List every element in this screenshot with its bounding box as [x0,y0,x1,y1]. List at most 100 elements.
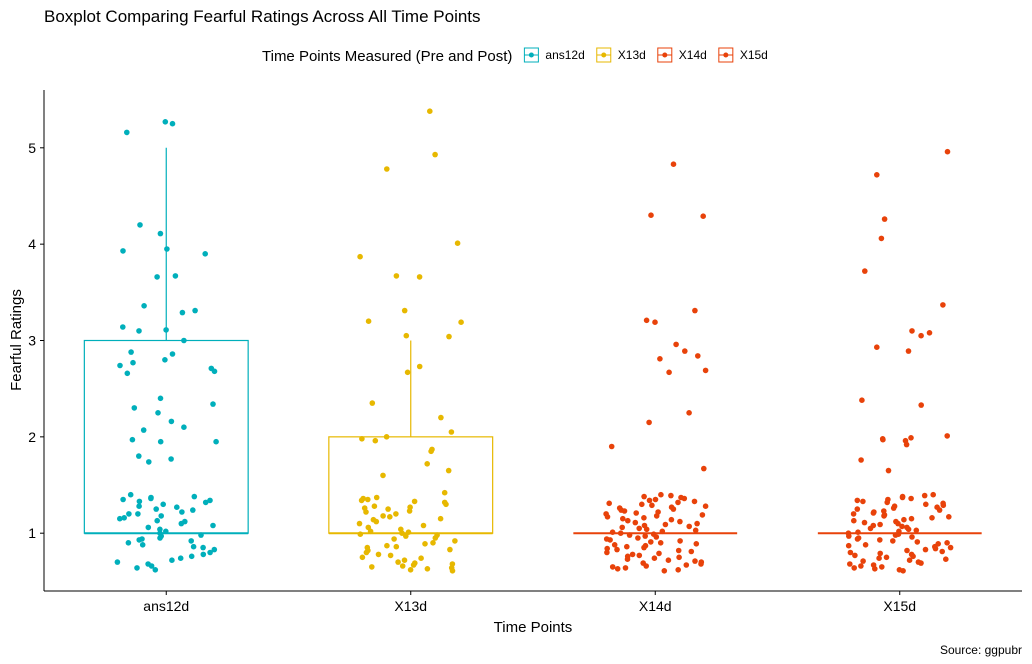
data-point [136,537,142,543]
data-point [416,363,423,370]
data-point [447,546,453,553]
data-point [213,438,219,445]
data-point [163,528,169,535]
data-point [446,333,452,340]
data-point [136,453,142,459]
data-point [872,566,878,572]
data-point [404,369,411,376]
data-point [448,429,455,435]
data-point [146,459,152,465]
data-point [620,515,626,522]
data-point [410,562,417,568]
data-point [403,332,410,339]
data-point [632,519,639,526]
y-axis-ticks: 1 2 3 4 5 [28,140,44,541]
data-point [633,510,639,516]
data-point [609,529,616,535]
data-point [854,506,861,512]
data-point [870,510,877,516]
data-point [940,302,946,308]
data-point [140,427,147,433]
data-point [698,561,704,567]
data-point [700,213,706,219]
data-point [670,506,677,512]
data-point [120,324,126,330]
data-point [658,491,664,498]
data-point [652,319,658,326]
data-point [636,525,642,532]
data-point [152,567,159,573]
legend: Time Points Measured (Pre and Post) ans1… [262,47,768,65]
legend-entry-X13d: X13d [596,47,646,63]
y-tick-label: 1 [28,525,36,541]
data-point [643,563,649,569]
series-X15d [817,148,982,574]
data-point [192,307,198,314]
x-axis-label: Time Points [494,619,573,636]
data-point [860,498,866,505]
data-point [157,395,164,402]
y-tick-label: 3 [28,333,36,349]
data-point [892,532,899,538]
data-point [930,491,936,498]
data-point [862,542,869,548]
plot-area [83,108,982,574]
data-point [675,567,681,573]
data-point [851,517,857,524]
data-point [883,554,890,561]
data-point [692,527,699,534]
data-point [432,151,438,158]
data-point [649,502,655,509]
data-point [136,498,143,505]
series-X14d [573,161,738,574]
data-point [139,542,146,548]
data-point [608,443,615,450]
data-point [909,534,915,540]
data-point [127,491,134,498]
legend-entry-ans12d: ans12d [523,47,585,63]
data-point [648,212,654,218]
data-point [657,540,664,546]
data-point [906,557,913,563]
data-point [395,559,401,565]
data-point [675,547,682,554]
data-point [932,545,939,552]
data-point [157,535,163,541]
data-point [399,530,405,536]
data-point [117,362,123,369]
data-point [168,456,174,462]
data-point [418,555,424,561]
data-point [642,533,648,539]
data-point [405,529,412,535]
data-point [120,496,126,503]
data-point [141,303,147,309]
data-point [895,520,901,527]
data-point [422,541,428,547]
data-point [210,401,216,407]
data-point [128,349,134,355]
data-point [681,495,688,502]
data-point [670,161,677,167]
data-point [926,330,933,336]
data-point [691,498,698,505]
data-point [424,566,431,572]
data-point [918,332,924,339]
data-point [179,309,186,316]
data-point [914,539,921,545]
data-point [683,562,690,568]
data-point [172,273,179,279]
data-point [174,504,180,511]
data-point [903,441,910,448]
data-point [884,499,890,506]
data-point [427,108,433,114]
data-point [200,544,206,551]
data-point [878,235,885,242]
data-point [662,521,669,528]
data-point [905,348,912,354]
data-point [359,554,366,561]
data-point [641,544,647,551]
data-point [643,526,650,533]
data-point [702,503,709,510]
data-point [357,531,364,537]
data-point [636,552,643,559]
